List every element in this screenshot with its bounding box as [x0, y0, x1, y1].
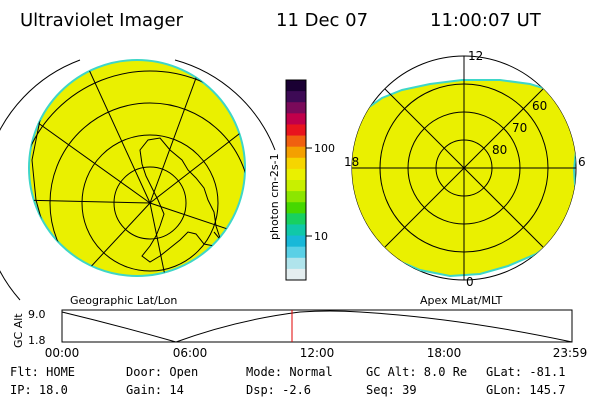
- altitude-ytick-min: 1.8: [28, 334, 46, 347]
- colorbar-tick-100: 100: [314, 142, 335, 155]
- colorbar-segment: [286, 124, 306, 137]
- status-door: Door: Open: [126, 365, 198, 379]
- status-dsp: Dsp: -2.6: [246, 383, 311, 397]
- magnetic-panel: [351, 55, 577, 281]
- colorbar-segment: [286, 80, 306, 92]
- colorbar-segment: [286, 213, 306, 225]
- colorbar-segment: [286, 246, 306, 259]
- mlt-label-6: 6: [578, 155, 586, 169]
- mlat-label-70: 70: [512, 121, 527, 135]
- status-mode: Mode: Normal: [246, 365, 333, 379]
- status-glon: GLon: 145.7: [486, 383, 565, 397]
- colorbar-segments: [286, 80, 306, 281]
- status-flt: Flt: HOME: [10, 365, 75, 379]
- altitude-plot: GC Alt 9.0 1.8 00:00 06:00 12:00 18:00 2…: [12, 308, 587, 360]
- altitude-xtick-1200: 12:00: [300, 346, 335, 360]
- colorbar-segment: [286, 113, 306, 125]
- status-panel: Flt: HOME IP: 18.0 Door: Open Gain: 14 M…: [10, 365, 565, 397]
- magnetic-caption: Apex MLat/MLT: [420, 294, 503, 307]
- mlt-label-18: 18: [344, 155, 359, 169]
- altitude-plot-frame: [61, 309, 573, 343]
- mlt-label-12: 12: [468, 49, 483, 63]
- colorbar-label: photon cm-2s-1: [268, 153, 281, 240]
- uv-image-geographic: [28, 59, 246, 277]
- mlt-label-0: 0: [466, 275, 474, 289]
- altitude-ytick-max: 9.0: [28, 308, 46, 321]
- altitude-xtick-2359: 23:59: [553, 346, 588, 360]
- colorbar-segment: [286, 224, 306, 237]
- colorbar-segment: [286, 235, 306, 248]
- colorbar-segment: [286, 268, 306, 281]
- status-glat: GLat: -81.1: [486, 365, 565, 379]
- altitude-xtick-0000: 00:00: [45, 346, 80, 360]
- colorbar-segment: [286, 191, 306, 203]
- status-ip: IP: 18.0: [10, 383, 68, 397]
- time-label: 11:00:07 UT: [430, 10, 542, 31]
- mlat-label-80: 80: [492, 143, 507, 157]
- altitude-xtick-0600: 06:00: [173, 346, 208, 360]
- status-seq: Seq: 39: [366, 383, 417, 397]
- status-gc-alt: GC Alt: 8.0 Re: [366, 365, 467, 379]
- altitude-curve: [61, 310, 573, 343]
- altitude-ylabel: GC Alt: [12, 313, 25, 348]
- colorbar-segment: [286, 102, 306, 114]
- colorbar-tick-10: 10: [314, 230, 328, 243]
- geographic-panel: [0, 59, 276, 301]
- geographic-caption: Geographic Lat/Lon: [70, 294, 177, 307]
- altitude-xtick-1800: 18:00: [427, 346, 462, 360]
- date-label: 11 Dec 07: [276, 10, 368, 31]
- colorbar-segment: [286, 168, 306, 181]
- instrument-title: Ultraviolet Imager: [20, 10, 184, 31]
- colorbar-segment: [286, 180, 306, 192]
- colorbar-segment: [286, 135, 306, 148]
- colorbar-segment: [286, 157, 306, 170]
- colorbar-segment: [286, 257, 306, 270]
- mlat-label-60: 60: [532, 99, 547, 113]
- colorbar-segment: [286, 202, 306, 214]
- colorbar-segment: [286, 91, 306, 103]
- status-gain: Gain: 14: [126, 383, 184, 397]
- colorbar-frame: [285, 79, 307, 281]
- colorbar: 100 10 photon cm-2s-1: [268, 79, 335, 281]
- colorbar-segment: [286, 146, 306, 159]
